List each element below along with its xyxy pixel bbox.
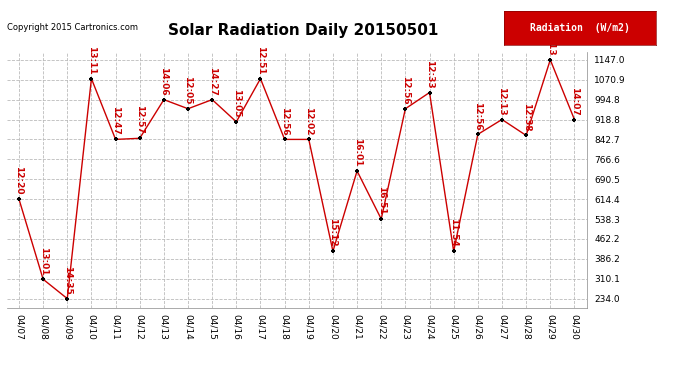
Point xyxy=(497,117,508,123)
Point xyxy=(400,106,411,112)
Text: 13:11: 13:11 xyxy=(87,46,96,75)
Point xyxy=(255,76,266,82)
Text: 14:07: 14:07 xyxy=(570,87,579,116)
Point xyxy=(14,196,25,202)
Text: 14:06: 14:06 xyxy=(159,67,168,96)
Text: 13:05: 13:05 xyxy=(232,89,241,118)
Point xyxy=(448,248,460,254)
Text: 12:47: 12:47 xyxy=(111,106,120,135)
Text: 12:13: 12:13 xyxy=(497,87,506,116)
Point xyxy=(110,136,121,142)
Text: 14:35: 14:35 xyxy=(63,266,72,294)
Point xyxy=(207,97,218,103)
Point xyxy=(472,131,483,137)
Point xyxy=(158,97,169,103)
Text: 12:56: 12:56 xyxy=(473,102,482,130)
Point xyxy=(182,106,193,112)
Text: Solar Radiation Daily 20150501: Solar Radiation Daily 20150501 xyxy=(168,22,439,38)
Text: 16:51: 16:51 xyxy=(377,186,386,215)
Text: 12:56: 12:56 xyxy=(401,76,410,105)
Text: 12:33: 12:33 xyxy=(425,60,434,88)
Text: 12:20: 12:20 xyxy=(14,166,23,195)
Text: 12:57: 12:57 xyxy=(135,105,144,134)
Point xyxy=(351,168,363,174)
Point xyxy=(303,136,314,142)
Text: 13:01: 13:01 xyxy=(39,247,48,275)
Point xyxy=(424,90,435,96)
Text: 14:27: 14:27 xyxy=(208,67,217,96)
Point xyxy=(279,136,290,142)
Text: 12:38: 12:38 xyxy=(522,103,531,131)
Point xyxy=(375,216,386,222)
Point xyxy=(569,117,580,123)
Text: 11:54: 11:54 xyxy=(449,218,458,247)
Text: 12:13: 12:13 xyxy=(546,27,555,56)
Text: 12:02: 12:02 xyxy=(304,107,313,135)
Text: 15:12: 15:12 xyxy=(328,219,337,247)
Text: 12:05: 12:05 xyxy=(184,76,193,105)
Point xyxy=(37,276,48,282)
Text: 12:51: 12:51 xyxy=(256,46,265,75)
Point xyxy=(62,296,73,302)
Text: 16:01: 16:01 xyxy=(353,138,362,167)
Point xyxy=(520,132,531,138)
Point xyxy=(328,248,339,254)
Text: Copyright 2015 Cartronics.com: Copyright 2015 Cartronics.com xyxy=(7,22,138,32)
Point xyxy=(134,135,145,141)
Point xyxy=(230,119,241,125)
Point xyxy=(545,57,556,63)
Text: Radiation  (W/m2): Radiation (W/m2) xyxy=(530,23,629,33)
Point xyxy=(86,76,97,82)
Text: 12:56: 12:56 xyxy=(280,106,289,135)
